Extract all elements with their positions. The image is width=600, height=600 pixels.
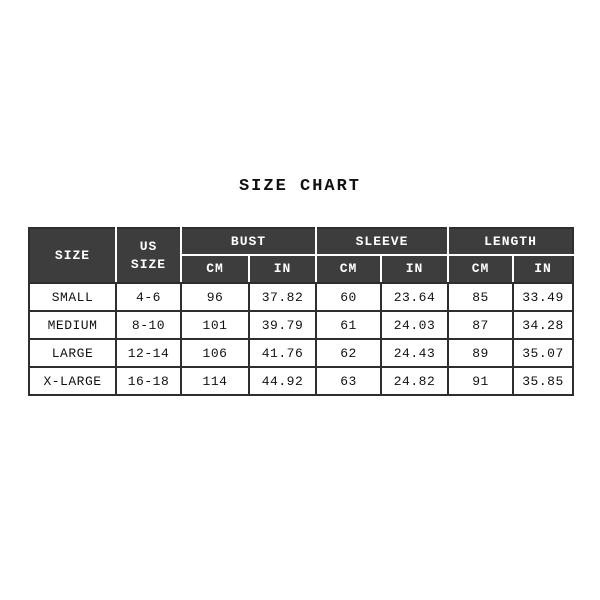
header-sleeve-cm: CM [315,254,382,284]
header-length-in: IN [512,254,574,284]
header-bust-in: IN [248,254,317,284]
cell-sleeve-cm: 63 [315,366,382,396]
cell-length-in: 35.07 [512,338,574,368]
cell-length-cm: 91 [447,366,514,396]
cell-length-cm: 89 [447,338,514,368]
cell-bust-in: 44.92 [248,366,317,396]
cell-sleeve-in: 24.82 [380,366,449,396]
cell-bust-cm: 114 [180,366,250,396]
header-row-groups: SIZE US SIZE BUST SLEEVE LENGTH [28,227,574,284]
size-chart-table: SIZE US SIZE BUST SLEEVE LENGTH CM IN CM… [28,227,574,396]
cell-bust-cm: 96 [180,282,250,312]
cell-length-cm: 85 [447,282,514,312]
header-sleeve: SLEEVE [315,227,449,256]
cell-length-in: 34.28 [512,310,574,340]
header-sleeve-in: IN [380,254,449,284]
header-row-units: CM IN CM IN CM IN [29,254,574,284]
cell-length-cm: 87 [447,310,514,340]
cell-size: LARGE [28,338,117,368]
header-bust-cm: CM [180,254,250,284]
cell-bust-in: 41.76 [248,338,317,368]
cell-length-in: 33.49 [512,282,574,312]
cell-sleeve-in: 24.03 [380,310,449,340]
cell-us-size: 16-18 [115,366,182,396]
page-title: SIZE CHART [238,177,362,196]
header-us-size: US SIZE [115,227,182,284]
cell-size: SMALL [28,282,117,312]
cell-bust-in: 37.82 [248,282,317,312]
table-row-medium: MEDIUM 8-10 101 39.79 61 24.03 87 34.28 [28,310,574,340]
cell-sleeve-cm: 61 [315,310,382,340]
table-row-large: LARGE 12-14 106 41.76 62 24.43 89 35.07 [28,338,574,368]
cell-sleeve-in: 24.43 [380,338,449,368]
header-length-cm: CM [447,254,514,284]
table-row-x-large: X-LARGE 16-18 114 44.92 63 24.82 91 35.8… [28,366,574,396]
cell-size: X-LARGE [28,366,117,396]
header-length: LENGTH [447,227,574,256]
cell-sleeve-cm: 60 [315,282,382,312]
cell-bust-cm: 106 [180,338,250,368]
cell-us-size: 12-14 [115,338,182,368]
cell-bust-cm: 101 [180,310,250,340]
cell-length-in: 35.85 [512,366,574,396]
cell-sleeve-in: 23.64 [380,282,449,312]
table-row-small: SMALL 4-6 96 37.82 60 23.64 85 33.49 [28,282,574,312]
cell-us-size: 8-10 [115,310,182,340]
cell-us-size: 4-6 [115,282,182,312]
cell-sleeve-cm: 62 [315,338,382,368]
header-size: SIZE [28,227,117,284]
cell-size: MEDIUM [28,310,117,340]
header-bust: BUST [180,227,317,256]
cell-bust-in: 39.79 [248,310,317,340]
